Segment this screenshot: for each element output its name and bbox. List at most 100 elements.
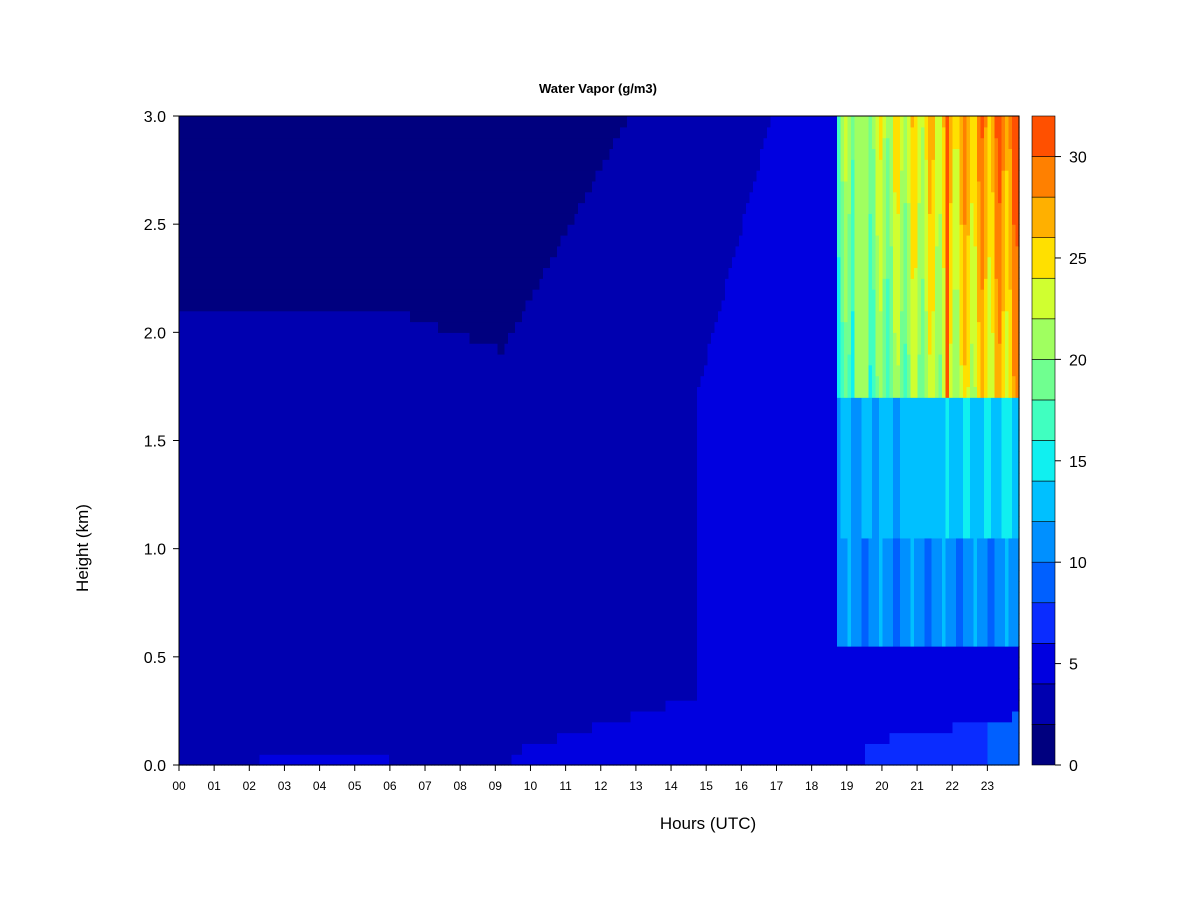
heat-cell	[235, 472, 240, 485]
heat-cell	[277, 440, 282, 452]
heat-cell	[452, 148, 457, 160]
heat-cell	[210, 310, 215, 323]
heat-cell	[333, 700, 338, 712]
heat-cell	[242, 116, 247, 128]
heat-cell	[217, 451, 222, 463]
heat-cell	[417, 472, 422, 485]
heat-cell	[256, 537, 261, 550]
heat-cell	[245, 234, 250, 247]
heat-cell	[231, 386, 236, 398]
heat-cell	[186, 472, 191, 485]
heat-cell	[186, 375, 191, 388]
heat-cell	[357, 386, 362, 398]
heat-cell	[406, 245, 411, 258]
heat-cell	[186, 591, 191, 604]
heat-cell	[326, 418, 331, 431]
heat-cell	[214, 148, 219, 160]
heat-cell	[368, 170, 373, 182]
heat-cell	[182, 386, 187, 398]
heat-cell	[231, 581, 236, 593]
heat-cell	[263, 126, 268, 139]
heat-cell	[294, 602, 299, 615]
heat-cell	[445, 591, 450, 604]
heat-cell	[210, 278, 215, 290]
heat-cell	[266, 548, 271, 561]
heat-cell	[196, 332, 201, 344]
heat-cell	[270, 451, 275, 463]
heat-cell	[413, 613, 418, 625]
heat-cell	[189, 180, 194, 193]
heat-cell	[459, 429, 464, 442]
heat-cell	[438, 116, 443, 128]
heat-cell	[434, 332, 439, 344]
heat-cell	[371, 516, 376, 528]
heat-cell	[312, 386, 317, 398]
heat-cell	[378, 234, 383, 247]
heat-cell	[301, 624, 306, 636]
heat-cell	[266, 180, 271, 193]
heat-cell	[375, 710, 380, 723]
heat-cell	[319, 689, 324, 701]
heat-cell	[280, 408, 285, 420]
heat-cell	[336, 635, 341, 647]
heat-cell	[322, 624, 327, 636]
heat-cell	[417, 602, 422, 615]
heat-cell	[413, 710, 418, 723]
heat-cell	[343, 213, 348, 225]
heat-cell	[252, 245, 257, 258]
heat-cell	[217, 353, 222, 366]
heat-cell	[221, 343, 226, 355]
heat-cell	[368, 191, 373, 204]
heat-cell	[263, 548, 268, 561]
heat-cell	[263, 137, 268, 150]
heat-cell	[406, 386, 411, 398]
heat-cell	[298, 462, 303, 474]
heat-cell	[224, 267, 229, 279]
heat-cell	[221, 732, 226, 744]
heat-cell	[357, 397, 362, 409]
heat-cell	[361, 343, 366, 355]
heat-cell	[406, 278, 411, 290]
heat-cell	[434, 429, 439, 442]
heat-cell	[189, 527, 194, 539]
heat-cell	[455, 570, 460, 582]
heat-cell	[312, 353, 317, 366]
heat-cell	[235, 397, 240, 409]
heat-cell	[357, 462, 362, 474]
heat-cell	[308, 440, 313, 452]
heat-cell	[182, 116, 187, 128]
heat-cell	[322, 321, 327, 333]
heat-cell	[287, 570, 292, 582]
heat-cell	[308, 364, 313, 377]
heat-cell	[294, 591, 299, 604]
heat-cell	[410, 159, 415, 171]
heat-cell	[343, 202, 348, 214]
heat-cell	[361, 375, 366, 388]
heat-cell	[256, 591, 261, 604]
heat-cell	[452, 602, 457, 615]
heat-cell	[221, 710, 226, 723]
heat-cell	[357, 602, 362, 615]
heat-cell	[382, 310, 387, 323]
heat-cell	[462, 375, 467, 388]
heat-cell	[378, 440, 383, 452]
heat-cell	[207, 635, 212, 647]
heat-cell	[336, 527, 341, 539]
heat-cell	[319, 721, 324, 734]
heat-cell	[189, 602, 194, 615]
heat-cell	[431, 299, 436, 312]
heat-cell	[427, 408, 432, 420]
heat-cell	[238, 245, 243, 258]
heat-cell	[193, 624, 198, 636]
heat-cell	[242, 732, 247, 744]
heat-cell	[361, 678, 366, 690]
heat-cell	[203, 386, 208, 398]
heat-cell	[179, 159, 184, 171]
heat-cell	[319, 310, 324, 323]
heat-cell	[420, 353, 425, 366]
heat-cell	[224, 624, 229, 636]
heat-cell	[350, 408, 355, 420]
heat-cell	[417, 559, 422, 571]
heat-cell	[179, 116, 184, 128]
heat-cell	[350, 581, 355, 593]
